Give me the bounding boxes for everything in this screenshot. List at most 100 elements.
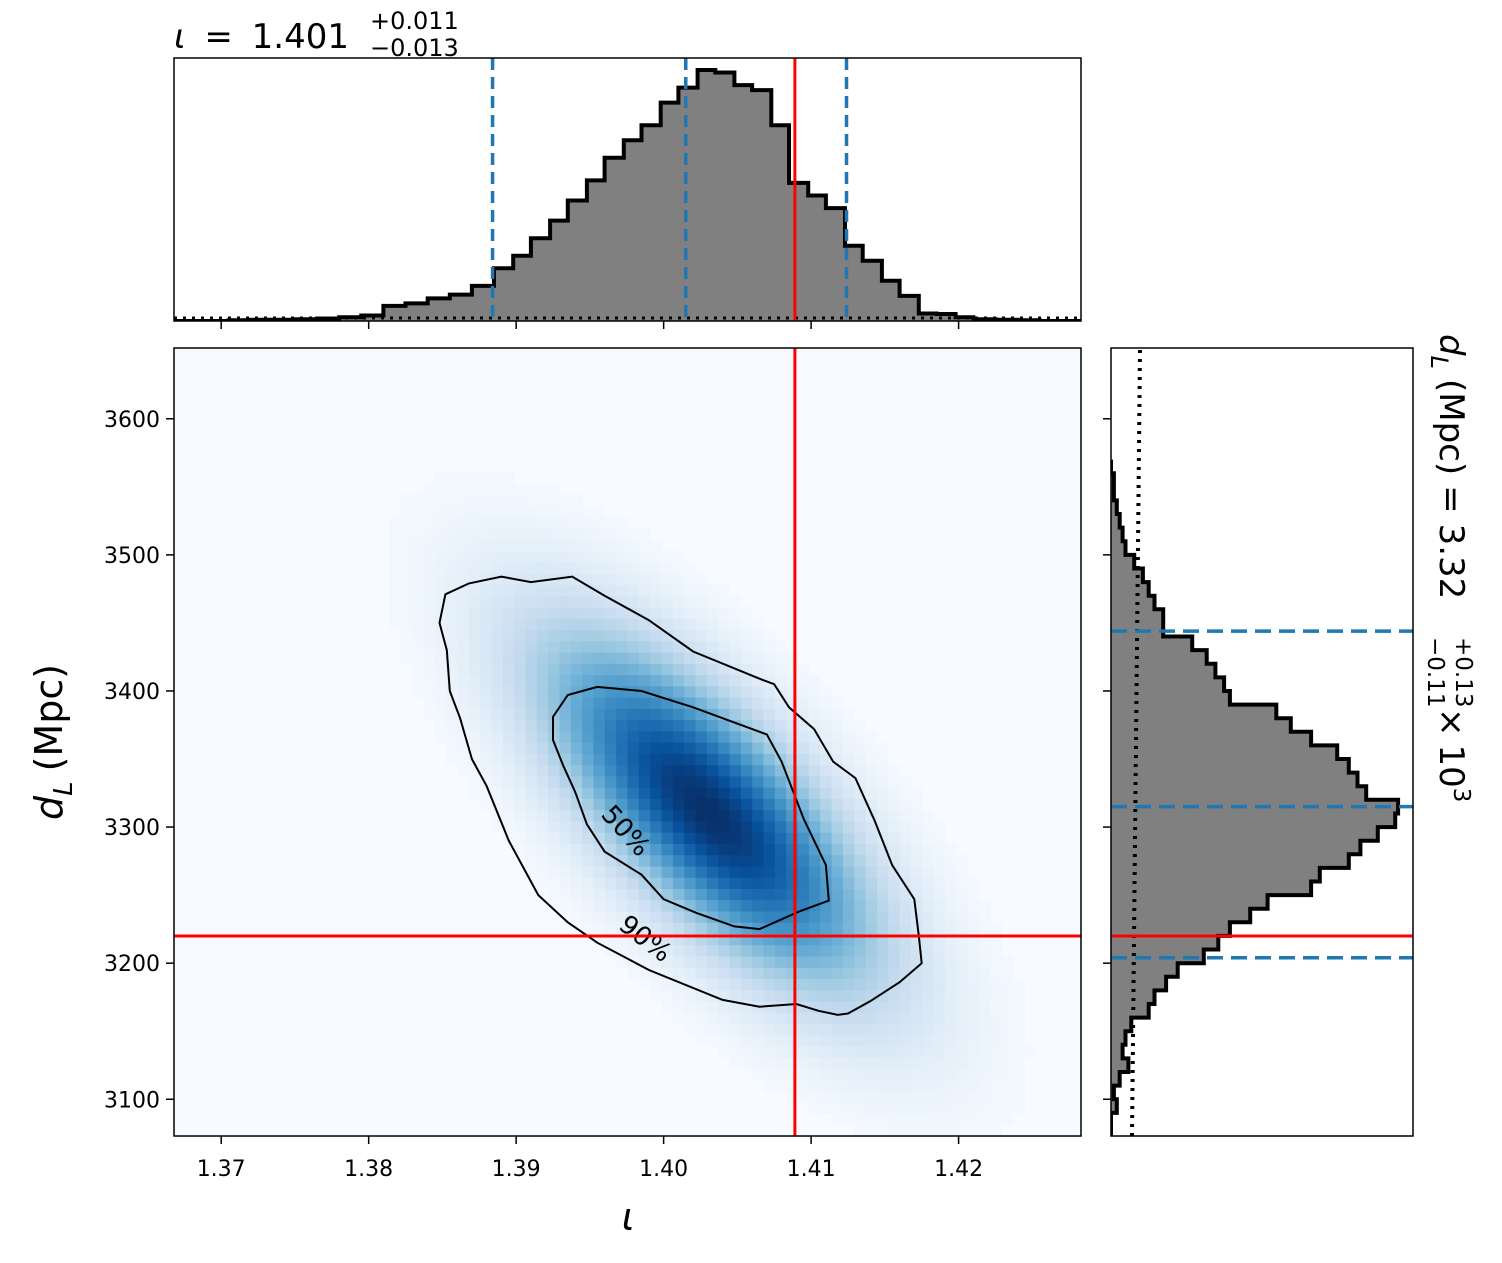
heatmap-cell xyxy=(650,933,663,946)
heatmap-cell xyxy=(967,933,980,946)
heatmap-cell xyxy=(536,809,549,822)
heatmap-cell xyxy=(400,528,413,540)
heatmap-cell xyxy=(1013,1091,1025,1103)
heatmap-cell xyxy=(979,944,991,957)
heatmap-cell xyxy=(740,764,753,777)
heatmap-cell xyxy=(763,809,776,822)
heatmap-cell xyxy=(604,550,617,563)
heatmap-cell xyxy=(593,877,606,889)
heatmap-cell xyxy=(876,753,889,766)
heatmap-cell xyxy=(990,1034,1003,1047)
heatmap-cell xyxy=(752,989,765,1002)
heatmap-cell xyxy=(446,685,458,698)
heatmap-cell xyxy=(876,922,889,934)
heatmap-cell xyxy=(548,595,560,608)
heatmap-cell xyxy=(933,899,946,912)
heatmap-cell xyxy=(786,877,799,889)
heatmap-cell xyxy=(944,1113,957,1126)
heatmap-cell xyxy=(706,753,719,766)
heatmap-cell xyxy=(457,697,470,709)
main-panel-ticks: 1.37 1.38 1.39 1.40 1.41 1.423100320033003400… xyxy=(104,408,983,1182)
heatmap-cell xyxy=(491,685,504,698)
heatmap-cell xyxy=(979,989,991,1002)
heatmap-cell xyxy=(854,922,867,934)
heatmap-cell xyxy=(1001,955,1014,968)
heatmap-cell xyxy=(616,854,629,867)
heatmap-cell xyxy=(854,1068,867,1081)
heatmap-cell xyxy=(740,967,753,979)
heatmap-cell xyxy=(899,798,912,811)
heatmap-cell xyxy=(729,922,742,934)
heatmap-cell xyxy=(706,742,719,754)
heatmap-cell xyxy=(434,651,447,664)
heatmap-cell xyxy=(695,584,708,597)
heatmap-cell xyxy=(604,516,617,529)
heatmap-cell xyxy=(1013,1102,1025,1115)
heatmap-cell xyxy=(672,640,685,653)
heatmap-cell xyxy=(525,651,538,664)
heatmap-cell xyxy=(582,550,594,563)
heatmap-cell xyxy=(672,832,685,844)
heatmap-cell xyxy=(491,528,504,540)
heatmap-cell xyxy=(604,640,617,653)
heatmap-cell xyxy=(786,1057,799,1070)
heatmap-cell xyxy=(536,685,549,698)
heatmap-cell xyxy=(842,1079,855,1092)
heatmap-cell xyxy=(729,820,742,833)
heatmap-cell xyxy=(729,1023,742,1036)
heatmap-cell xyxy=(944,933,957,946)
heatmap-cell xyxy=(842,798,855,811)
heatmap-cell xyxy=(786,910,799,923)
heatmap-cell xyxy=(842,888,855,901)
heatmap-cell xyxy=(627,730,640,743)
heatmap-cell xyxy=(672,910,685,923)
heatmap-cell xyxy=(910,843,923,856)
heatmap-cell xyxy=(502,764,515,777)
heatmap-cell xyxy=(525,663,538,676)
heatmap-cell xyxy=(684,1023,697,1036)
heatmap-cell xyxy=(672,674,685,687)
heatmap-cell xyxy=(661,787,674,799)
heatmap-cell xyxy=(480,494,492,507)
heatmap-cell xyxy=(412,573,424,585)
heatmap-cell xyxy=(548,618,560,631)
heatmap-cell xyxy=(480,719,492,732)
y-tick-label: 3400 xyxy=(104,680,160,705)
heatmap-cell xyxy=(627,865,640,878)
heatmap-cell xyxy=(434,674,447,687)
heatmap-cell xyxy=(876,877,889,889)
heatmap-cell xyxy=(820,967,833,979)
heatmap-cell xyxy=(854,719,867,732)
heatmap-cell xyxy=(944,989,957,1002)
heatmap-cell xyxy=(876,944,889,957)
heatmap-cell xyxy=(536,494,549,507)
heatmap-cell xyxy=(604,651,617,664)
right-title-base: 10 xyxy=(1431,745,1471,788)
heatmap-cell xyxy=(842,742,855,754)
heatmap-cell xyxy=(559,640,572,653)
heatmap-cell xyxy=(548,775,560,788)
heatmap-cell xyxy=(990,1068,1003,1081)
heatmap-cell xyxy=(718,708,731,721)
heatmap-cell xyxy=(650,697,663,709)
heatmap-cell xyxy=(786,1068,799,1081)
heatmap-cell xyxy=(684,573,697,585)
heatmap-cell xyxy=(638,539,651,552)
heatmap-cell xyxy=(604,674,617,687)
heatmap-cell xyxy=(502,629,515,642)
heatmap-cell xyxy=(752,1023,765,1036)
heatmap-cell xyxy=(604,809,617,822)
heatmap-cell xyxy=(491,820,504,833)
heatmap-cell xyxy=(525,719,538,732)
heatmap-cell xyxy=(650,865,663,878)
heatmap-cell xyxy=(661,719,674,732)
heatmap-cell xyxy=(661,742,674,754)
heatmap-cell xyxy=(820,989,833,1002)
heatmap-cell xyxy=(842,1068,855,1081)
heatmap-cell xyxy=(820,1012,833,1025)
heatmap-cell xyxy=(434,505,447,518)
heatmap-cell xyxy=(525,505,538,518)
heatmap-cell xyxy=(627,899,640,912)
heatmap-cell xyxy=(990,1113,1003,1126)
heatmap-cell xyxy=(570,798,583,811)
